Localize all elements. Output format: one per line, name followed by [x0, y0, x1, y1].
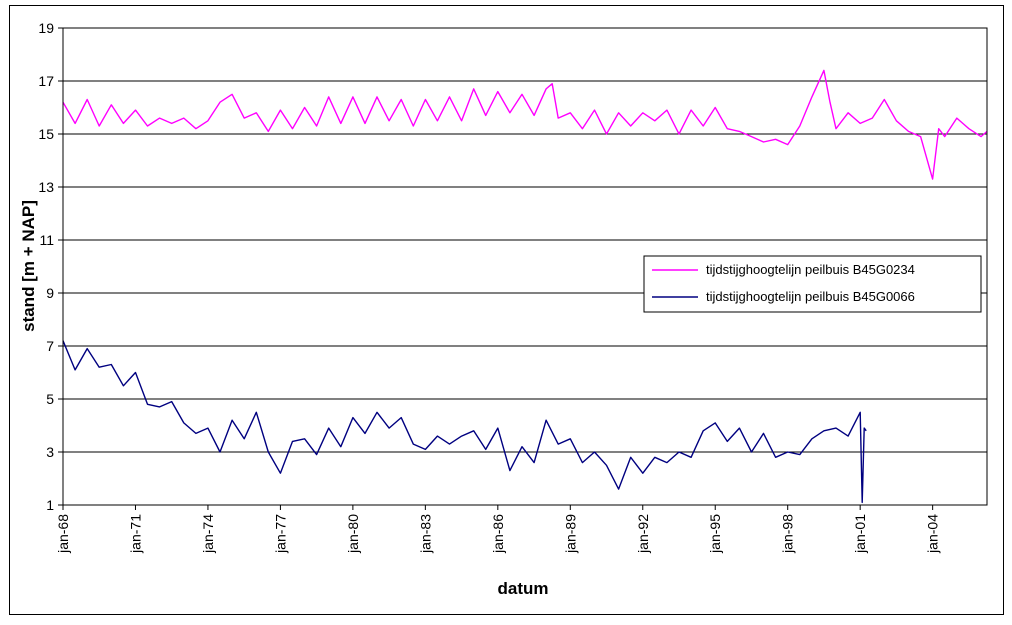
x-tick-label: jan-80: [345, 514, 361, 554]
legend-label-b45g0234: tijdstijghoogtelijn peilbuis B45G0234: [706, 262, 915, 277]
x-tick-label: jan-68: [55, 514, 71, 554]
x-tick-label: jan-86: [490, 514, 506, 554]
x-tick-label: jan-92: [635, 514, 651, 554]
x-tick-labels: jan-68 jan-71 jan-74 jan-77 jan-80 jan-83 jan-…: [55, 505, 941, 554]
y-tick-label: 9: [46, 285, 54, 301]
x-tick-label: jan-83: [417, 514, 433, 554]
y-tick-label: 5: [46, 391, 54, 407]
series-line-0: [62, 69, 988, 180]
y-tick-label: 15: [38, 126, 54, 142]
x-tick-label: jan-89: [562, 514, 578, 554]
y-tick-label: 3: [46, 444, 54, 460]
y-tick-label: 19: [38, 20, 54, 36]
series-lines: [62, 69, 988, 504]
x-axis-title: datum: [498, 579, 549, 598]
x-tick-label: jan-98: [780, 514, 796, 554]
legend: tijdstijghoogtelijn peilbuis B45G0234 ti…: [643, 255, 982, 313]
x-tick-label: jan-95: [707, 514, 723, 554]
x-tick-label: jan-04: [925, 514, 941, 554]
y-tick-label: 7: [46, 338, 54, 354]
series-line-1: [62, 340, 867, 504]
x-tick-label: jan-74: [200, 514, 216, 554]
plot-border: [62, 27, 988, 506]
y-tick-label: 17: [38, 73, 54, 89]
legend-label-b45g0066: tijdstijghoogtelijn peilbuis B45G0066: [706, 289, 915, 304]
y-tick-label: 11: [39, 232, 54, 248]
y-axis-title: stand [m + NAP]: [19, 200, 38, 332]
x-tick-label: jan-71: [127, 514, 143, 554]
y-tick-label: 13: [38, 179, 54, 195]
legend-box: [643, 255, 982, 313]
y-tick-label: 1: [46, 497, 54, 513]
x-tick-label: jan-77: [272, 514, 288, 554]
x-tick-label: jan-01: [852, 514, 868, 554]
